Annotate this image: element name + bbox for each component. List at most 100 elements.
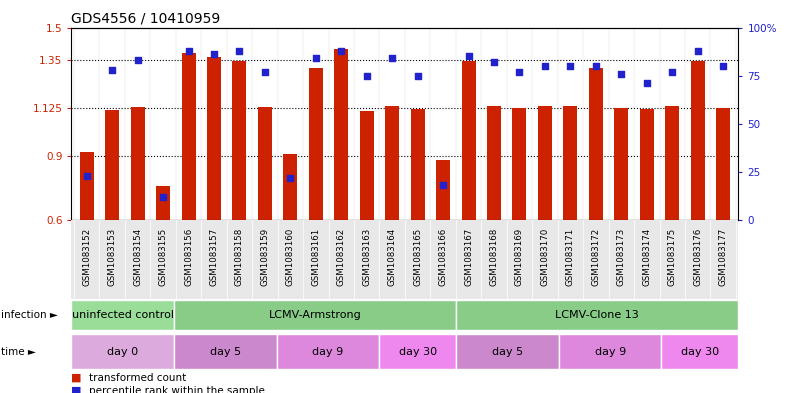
Text: day 5: day 5 xyxy=(210,347,241,357)
Text: GSM1083174: GSM1083174 xyxy=(642,228,651,286)
Bar xyxy=(512,108,526,220)
Point xyxy=(182,48,195,54)
Bar xyxy=(457,334,559,369)
Text: GSM1083171: GSM1083171 xyxy=(566,228,575,286)
Text: day 30: day 30 xyxy=(681,347,719,357)
Text: GSM1083160: GSM1083160 xyxy=(286,228,295,286)
Text: GSM1083167: GSM1083167 xyxy=(464,228,473,286)
Bar xyxy=(79,152,94,220)
Point xyxy=(106,67,118,73)
Bar xyxy=(71,300,174,331)
Bar xyxy=(691,61,705,220)
Text: GSM1083169: GSM1083169 xyxy=(515,228,524,286)
Text: GSM1083157: GSM1083157 xyxy=(210,228,218,286)
Point xyxy=(259,69,272,75)
Point xyxy=(156,194,169,200)
Point xyxy=(411,72,424,79)
Point xyxy=(589,63,602,69)
Bar xyxy=(461,61,476,220)
Bar xyxy=(334,49,349,220)
Bar xyxy=(716,108,730,220)
Bar xyxy=(283,154,298,220)
Point xyxy=(641,80,653,86)
Bar xyxy=(410,109,425,220)
Text: GSM1083176: GSM1083176 xyxy=(693,228,702,286)
Text: GSM1083155: GSM1083155 xyxy=(159,228,168,286)
Text: day 30: day 30 xyxy=(399,347,437,357)
Text: GSM1083177: GSM1083177 xyxy=(719,228,727,286)
Bar xyxy=(538,106,552,220)
Text: ■: ■ xyxy=(71,373,86,383)
Point xyxy=(692,48,704,54)
Bar xyxy=(457,300,738,331)
Point xyxy=(208,51,221,58)
Point xyxy=(310,55,322,61)
Text: day 9: day 9 xyxy=(595,347,626,357)
Text: time ►: time ► xyxy=(1,347,36,357)
Text: GSM1083173: GSM1083173 xyxy=(617,228,626,286)
Bar xyxy=(385,106,399,220)
Text: LCMV-Armstrong: LCMV-Armstrong xyxy=(269,310,361,320)
Text: GSM1083154: GSM1083154 xyxy=(133,228,142,286)
Text: transformed count: transformed count xyxy=(89,373,186,383)
Bar xyxy=(156,186,170,220)
Point xyxy=(233,48,246,54)
Bar xyxy=(380,334,457,369)
Text: LCMV-Clone 13: LCMV-Clone 13 xyxy=(556,310,639,320)
Text: GSM1083175: GSM1083175 xyxy=(668,228,676,286)
Point xyxy=(335,48,348,54)
Bar xyxy=(559,334,661,369)
Text: day 9: day 9 xyxy=(312,347,344,357)
Bar xyxy=(233,61,246,220)
Bar xyxy=(276,334,380,369)
Bar xyxy=(665,106,679,220)
Point xyxy=(284,174,297,181)
Point xyxy=(360,72,373,79)
Bar xyxy=(661,334,738,369)
Text: GSM1083164: GSM1083164 xyxy=(387,228,397,286)
Bar xyxy=(640,109,653,220)
Bar xyxy=(182,53,195,220)
Bar xyxy=(564,106,577,220)
Bar xyxy=(487,106,501,220)
Bar xyxy=(258,107,272,220)
Point xyxy=(488,59,500,65)
Text: infection ►: infection ► xyxy=(1,310,58,320)
Point xyxy=(538,63,551,69)
Text: ■: ■ xyxy=(71,386,86,393)
Text: GSM1083166: GSM1083166 xyxy=(438,228,448,286)
Text: GSM1083165: GSM1083165 xyxy=(413,228,422,286)
Point xyxy=(462,53,475,59)
Bar xyxy=(105,110,119,220)
Point xyxy=(666,69,679,75)
Point xyxy=(131,57,144,63)
Bar xyxy=(174,300,457,331)
Text: GSM1083162: GSM1083162 xyxy=(337,228,346,286)
Bar xyxy=(436,160,450,220)
Text: GSM1083170: GSM1083170 xyxy=(541,228,549,286)
Bar xyxy=(309,68,323,220)
Text: GSM1083172: GSM1083172 xyxy=(592,228,600,286)
Text: uninfected control: uninfected control xyxy=(71,310,174,320)
Point xyxy=(717,63,730,69)
Bar xyxy=(589,68,603,220)
Text: day 5: day 5 xyxy=(492,347,523,357)
Text: GSM1083161: GSM1083161 xyxy=(311,228,320,286)
Point xyxy=(437,182,449,189)
Bar xyxy=(131,107,145,220)
Text: GSM1083163: GSM1083163 xyxy=(362,228,372,286)
Text: GSM1083156: GSM1083156 xyxy=(184,228,193,286)
Text: GSM1083168: GSM1083168 xyxy=(490,228,499,286)
Point xyxy=(80,173,93,179)
Point xyxy=(564,63,576,69)
Bar xyxy=(71,334,174,369)
Text: day 0: day 0 xyxy=(107,347,138,357)
Text: GSM1083159: GSM1083159 xyxy=(260,228,269,286)
Point xyxy=(386,55,399,61)
Text: percentile rank within the sample: percentile rank within the sample xyxy=(89,386,265,393)
Text: GSM1083152: GSM1083152 xyxy=(83,228,91,286)
Point xyxy=(615,71,628,77)
Bar xyxy=(207,57,221,220)
Text: GSM1083153: GSM1083153 xyxy=(108,228,117,286)
Point xyxy=(513,69,526,75)
